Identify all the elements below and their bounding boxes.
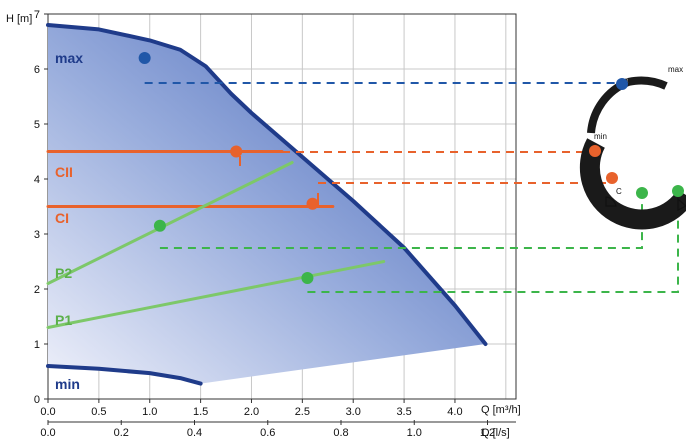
- x-tick-label: 1.5: [193, 406, 208, 418]
- x-tick-label: 3.5: [396, 406, 411, 418]
- series-p2-line: [46, 161, 294, 285]
- y-tick-label: 0: [34, 394, 40, 406]
- point-cii: [230, 145, 243, 158]
- point-max: [138, 52, 151, 64]
- x2-axis-ticks: 0.0 0.2 0.4 0.6 0.8 1.0 1.2: [40, 420, 516, 439]
- y-tick-label: 6: [34, 64, 40, 76]
- curve-label-ci: CI: [55, 210, 69, 226]
- curve-label-max: max: [55, 50, 83, 66]
- operating-area: [48, 25, 486, 384]
- dial-seg-i: I: [619, 172, 622, 182]
- leader-p2: [159, 199, 643, 249]
- x2-tick-label: 0.0: [40, 427, 55, 439]
- x2-axis-title: Q [l/s]: [481, 427, 510, 439]
- x-tick-label: 0.5: [91, 406, 106, 418]
- curve-label-cii: CII: [55, 164, 73, 180]
- y-tick-label: 7: [34, 9, 40, 21]
- series-p1-line: [46, 260, 386, 329]
- dial-label-c: C: [616, 187, 622, 196]
- y-axis-ticks: 0 1 2 3 4 5 6 7: [34, 9, 48, 406]
- leader-p1: [307, 198, 679, 293]
- x-tick-label: 3.0: [346, 406, 361, 418]
- y-tick-label: 2: [34, 284, 40, 296]
- point-p1: [301, 272, 314, 284]
- dial-segments: [579, 138, 686, 230]
- x-tick-label: 2.0: [244, 406, 259, 418]
- curve-label-p2: P2: [55, 265, 72, 281]
- point-ci: [306, 197, 319, 210]
- dial-marker-p1: [672, 185, 684, 197]
- operating-points: [138, 52, 319, 284]
- x-tick-label: 0.0: [40, 406, 55, 418]
- dial-label-min: min: [594, 132, 607, 141]
- dial-seg-ii: II: [602, 153, 607, 163]
- y-tick-label: 3: [34, 229, 40, 241]
- y-tick-label: 4: [34, 174, 40, 186]
- dial-max-arc: [627, 76, 668, 90]
- dial-marker-p2: [636, 187, 648, 199]
- x2-tick-label: 1.0: [407, 427, 422, 439]
- x2-tick-label: 0.4: [187, 427, 202, 439]
- y-tick-label: 5: [34, 119, 40, 131]
- series-max-line: [46, 23, 488, 346]
- point-p2: [153, 219, 166, 232]
- dial-label-max: max: [668, 65, 683, 74]
- curve-label-min: min: [55, 376, 80, 392]
- dial-marker-cii: [589, 145, 601, 157]
- x-tick-label: 1.0: [142, 406, 157, 418]
- x2-tick-label: 0.6: [260, 427, 275, 439]
- proportional-pressure-icon: [677, 197, 686, 211]
- y-tick-label: 1: [34, 339, 40, 351]
- dial-marker-max: [616, 78, 628, 90]
- x-axis-ticks: 0.0 0.5 1.0 1.5 2.0 2.5 3.0 3.5 4.0: [40, 399, 463, 418]
- x2-tick-label: 0.2: [114, 427, 129, 439]
- series-min-line: [46, 364, 203, 386]
- constant-pressure-icon: [605, 196, 617, 207]
- curve-label-p1: P1: [55, 312, 72, 328]
- leader-lines: [144, 82, 679, 293]
- dial-seg-2: 2: [650, 184, 655, 194]
- x-axis-title: Q [m³/h]: [481, 404, 521, 416]
- y-axis-title: H [m]: [6, 13, 32, 25]
- x-tick-label: 4.0: [447, 406, 462, 418]
- dial-marker-ci: [606, 172, 618, 184]
- x2-tick-label: 1.2: [480, 427, 495, 439]
- x-tick-label: 2.5: [295, 406, 310, 418]
- x2-tick-label: 0.8: [333, 427, 348, 439]
